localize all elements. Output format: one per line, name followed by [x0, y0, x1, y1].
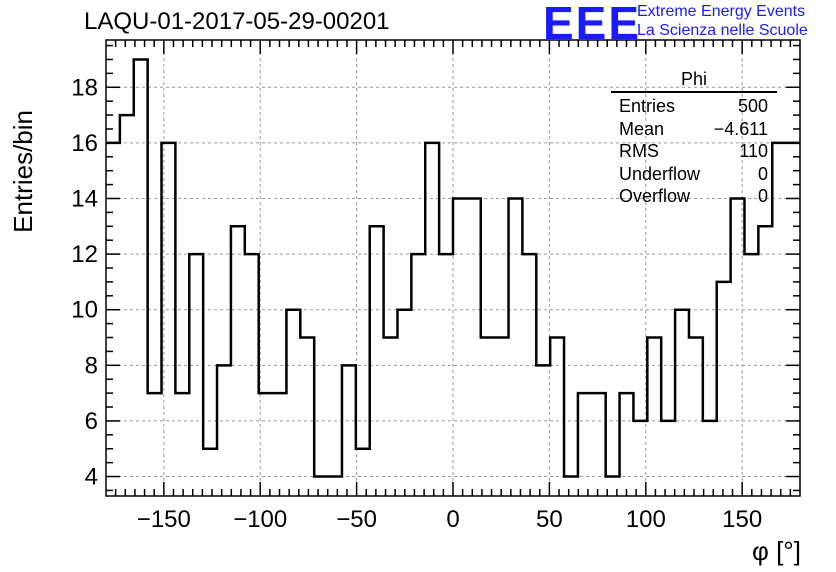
y-tick-label: 4	[85, 464, 98, 491]
x-tick-labels: −150 −100 −50 0 50 100 150	[137, 506, 762, 533]
y-tick-labels: 4 6 8 10 12 14 16 18	[71, 74, 98, 490]
stats-label: Mean	[619, 118, 665, 139]
y-tick-label: 14	[71, 185, 98, 212]
x-tick-label: 150	[722, 506, 762, 533]
x-tick-label: 50	[536, 506, 563, 533]
x-axis-label: φ [°]	[752, 536, 801, 566]
stats-row-entries: Entries 500	[611, 95, 777, 118]
stats-title: Phi	[611, 68, 777, 93]
stats-value: −4.611	[713, 118, 768, 139]
stats-label: Overflow	[619, 186, 691, 206]
y-tick-label: 18	[71, 74, 98, 101]
x-tick-label: −50	[336, 506, 377, 533]
stats-row-underflow: Underflow 0	[611, 163, 777, 186]
stats-value: 0	[757, 186, 768, 206]
stats-box: Phi Entries 500 Mean −4.611 RMS 110 Unde…	[611, 68, 777, 208]
y-tick-label: 6	[85, 408, 98, 435]
x-tick-label: 100	[626, 506, 666, 533]
logo-line-2: La Scienza nelle Scuole	[637, 22, 808, 39]
stats-label: RMS	[619, 141, 659, 161]
y-tick-label: 12	[71, 241, 98, 268]
stats-row-rms: RMS 110	[611, 140, 777, 163]
stats-row-overflow: Overflow 0	[611, 185, 777, 208]
x-tick-label: 0	[446, 506, 459, 533]
stats-value: 500	[737, 96, 768, 116]
histogram-series	[106, 58, 800, 478]
y-tick-label: 8	[85, 352, 98, 379]
x-tick-label: −100	[233, 506, 287, 533]
eee-logo: EEE	[543, 0, 642, 49]
axis-ticks	[106, 40, 800, 496]
chart-title: LAQU-01-2017-05-29-00201	[84, 8, 390, 35]
stats-label: Entries	[619, 96, 676, 116]
stats-row-mean: Mean −4.611	[611, 118, 777, 141]
stats-label: Underflow	[619, 163, 701, 184]
x-tick-label: −150	[137, 506, 191, 533]
stats-value: 110	[739, 141, 768, 161]
y-axis-label: Entries/bin	[8, 110, 38, 233]
y-tick-label: 10	[71, 297, 98, 324]
y-tick-label: 16	[71, 130, 98, 157]
logo-caption: Extreme Energy Events La Scienza nelle S…	[637, 2, 808, 40]
stats-value: 0	[757, 163, 768, 184]
logo-line-1: Extreme Energy Events	[637, 3, 806, 20]
